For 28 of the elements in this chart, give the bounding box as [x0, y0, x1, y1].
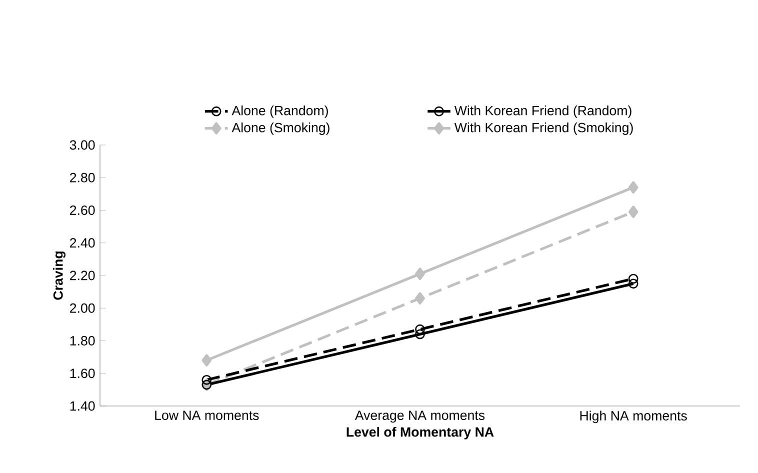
y-tick-label: 1.40 [70, 401, 95, 411]
point [202, 374, 212, 385]
point [415, 268, 425, 280]
x-tick-label: Low NA moments [155, 410, 259, 420]
y-tick-label: 3.00 [70, 140, 95, 150]
y-tick-label: 1.60 [70, 368, 95, 378]
y-tick-label: 1.80 [70, 336, 95, 346]
y-axis-title: Craving [53, 252, 66, 300]
point [415, 324, 425, 334]
y-tick-label: 2.40 [70, 238, 95, 248]
x-tick-label: Average NA moments [354, 410, 485, 423]
point [415, 329, 425, 340]
legend-label: Alone (Smoking) [232, 122, 330, 135]
point [628, 181, 638, 194]
point [628, 274, 638, 284]
legend-label: With Korean Friend (Smoking) [454, 122, 633, 135]
point [202, 354, 212, 366]
point [628, 206, 638, 218]
legend-label: With Korean Friend (Random) [454, 106, 632, 118]
y-tick-label: 2.20 [70, 270, 95, 280]
x-tick-label: High NA moments [580, 410, 687, 424]
x-axis-title: Level of Momentary NA [346, 426, 494, 440]
point [628, 278, 638, 289]
y-tick-label: 2.80 [70, 172, 95, 182]
point [415, 292, 425, 304]
y-tick-label: 2.60 [70, 206, 95, 215]
y-tick-label: 2.00 [70, 303, 95, 313]
legend-label: Alone (Random) [232, 106, 328, 118]
